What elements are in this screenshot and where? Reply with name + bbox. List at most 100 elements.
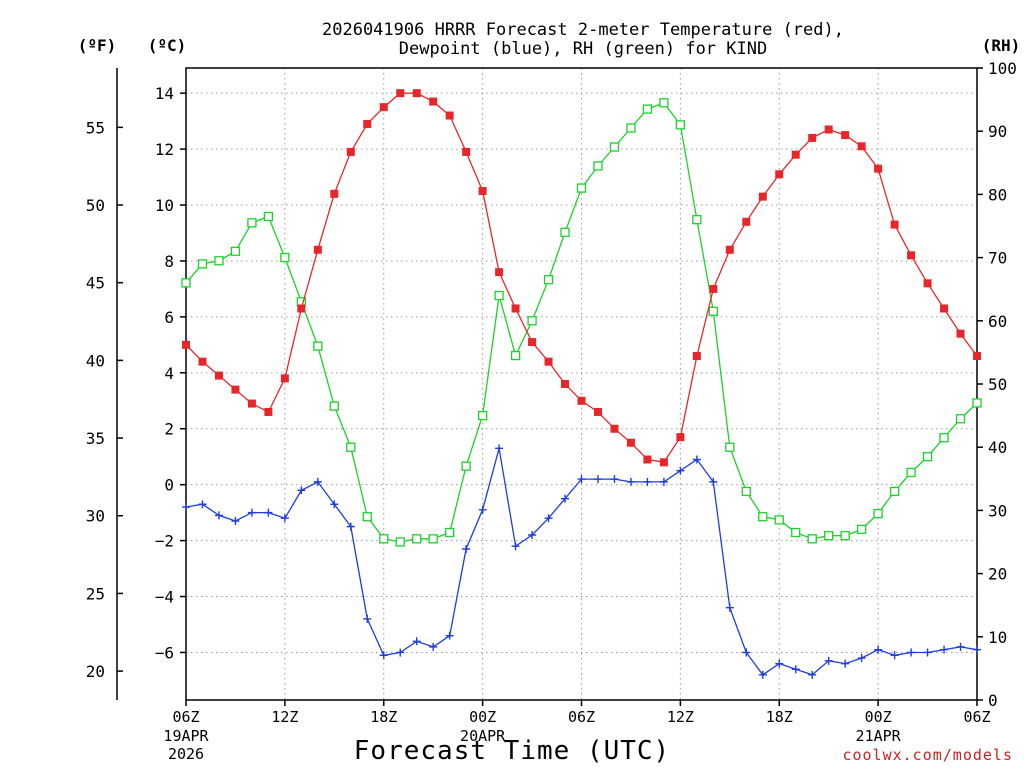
dewpoint-point xyxy=(824,656,833,665)
dewpoint-point xyxy=(561,494,570,503)
celsius-tick-label: −4 xyxy=(155,588,174,607)
rh-point xyxy=(922,452,933,462)
dewpoint-point xyxy=(363,614,372,623)
rh-point xyxy=(725,442,735,452)
rh-point xyxy=(609,142,620,152)
dewpoint-point xyxy=(610,475,619,484)
celsius-tick-label: 4 xyxy=(164,364,174,383)
celsius-tick-label: 12 xyxy=(155,140,174,159)
2-meter-temperature-point xyxy=(890,220,899,229)
fahrenheit-tick-label: 55 xyxy=(86,118,105,137)
rh-point xyxy=(791,527,801,538)
dewpoint-point xyxy=(643,477,652,486)
date-label: 2026 xyxy=(168,745,204,763)
2-meter-temperature-point xyxy=(297,304,306,313)
2-meter-temperature-point xyxy=(478,187,487,196)
rh-point xyxy=(510,350,521,361)
2-meter-temperature-point xyxy=(659,458,668,467)
2-meter-temperature-point xyxy=(824,125,833,134)
2-meter-temperature-point xyxy=(528,338,537,347)
rh-point xyxy=(642,104,653,114)
dewpoint-point xyxy=(445,631,454,640)
rh-point xyxy=(593,161,603,171)
2-meter-temperature-point xyxy=(445,111,454,120)
2-meter-temperature-point xyxy=(907,251,916,260)
dewpoint-point xyxy=(659,477,668,486)
rh-point xyxy=(362,512,372,522)
x-axis-label: Forecast Time (UTC) xyxy=(354,736,670,766)
rh-point xyxy=(840,531,850,541)
dewpoint-point xyxy=(775,659,784,668)
dewpoint-point xyxy=(214,511,223,520)
time-tick-label: 12Z xyxy=(667,708,694,726)
fahrenheit-unit-label: (ºF) xyxy=(78,36,117,55)
2-meter-temperature-point xyxy=(841,131,850,140)
celsius-tick-label: 6 xyxy=(164,308,174,327)
credit-text: coolwx.com/models xyxy=(842,746,1013,764)
dewpoint-point xyxy=(544,514,553,523)
2-meter-temperature-point xyxy=(973,352,981,361)
time-tick-label: 18Z xyxy=(766,708,793,726)
dewpoint-point xyxy=(462,544,471,553)
dewpoint-point xyxy=(346,522,355,531)
dewpoint-point xyxy=(264,508,273,517)
rh-point xyxy=(395,537,405,547)
celsius-tick-label: 8 xyxy=(164,252,174,271)
2-meter-temperature-point xyxy=(511,304,520,313)
celsius-axis: −6 −4 −2 0 2 4 6 8 10 12 14 xyxy=(155,84,186,662)
dewpoint-point xyxy=(676,466,685,475)
rh-point xyxy=(774,515,784,525)
rh-point xyxy=(214,256,224,266)
2-meter-temperature-point xyxy=(214,371,223,380)
dewpoint-series xyxy=(182,444,981,679)
fahrenheit-tick-label: 40 xyxy=(86,351,105,370)
2-meter-temperature-point xyxy=(544,357,553,366)
rh-point xyxy=(708,306,718,316)
rh-point xyxy=(659,98,669,108)
rh-point xyxy=(181,278,191,288)
fahrenheit-tick-label: 45 xyxy=(86,274,105,293)
rh-point xyxy=(445,527,455,538)
dewpoint-point xyxy=(313,477,322,486)
2-meter-temperature-point xyxy=(379,103,388,112)
rh-point xyxy=(856,524,867,535)
2-meter-temperature-point xyxy=(956,329,965,338)
date-label: 19APR xyxy=(163,727,209,745)
rh-tick-label: 40 xyxy=(988,438,1007,457)
2-meter-temperature-point xyxy=(593,407,602,416)
dewpoint-point xyxy=(280,514,289,523)
date-label: 21APR xyxy=(856,727,902,745)
rh-point xyxy=(263,211,274,222)
chart-title-line-2: Dewpoint (blue), RH (green) for KIND xyxy=(399,39,767,59)
rh-point xyxy=(346,442,356,452)
time-tick-label: 00Z xyxy=(865,708,892,726)
rh-point xyxy=(741,486,751,497)
rh-point xyxy=(329,401,339,411)
2-meter-temperature-point xyxy=(791,150,800,159)
dewpoint-point xyxy=(742,648,751,657)
2-meter-temperature-point xyxy=(874,164,883,173)
2-meter-temperature-point xyxy=(610,424,619,433)
celsius-tick-label: 10 xyxy=(155,196,174,215)
dewpoint-point xyxy=(198,500,207,509)
2-meter-temperature-point xyxy=(396,89,405,98)
2-meter-temperature-point xyxy=(429,97,438,106)
dewpoint-point xyxy=(429,642,438,651)
rh-point xyxy=(889,486,900,497)
dewpoint-point xyxy=(511,542,520,551)
dewpoint-point xyxy=(758,670,767,679)
rh-tick-label: 100 xyxy=(988,59,1017,78)
2-meter-temperature-point xyxy=(280,374,289,383)
dewpoint-point xyxy=(330,500,339,509)
time-tick-label: 06Z xyxy=(568,708,595,726)
rh-point xyxy=(955,414,966,424)
dewpoint-point xyxy=(182,503,190,512)
rh-point xyxy=(824,531,834,541)
dewpoint-point xyxy=(956,642,965,651)
celsius-unit-label: (ºC) xyxy=(148,36,187,55)
2-meter-temperature-point xyxy=(412,89,421,98)
2-meter-temperature-point xyxy=(692,352,701,361)
rh-tick-label: 60 xyxy=(988,312,1007,331)
